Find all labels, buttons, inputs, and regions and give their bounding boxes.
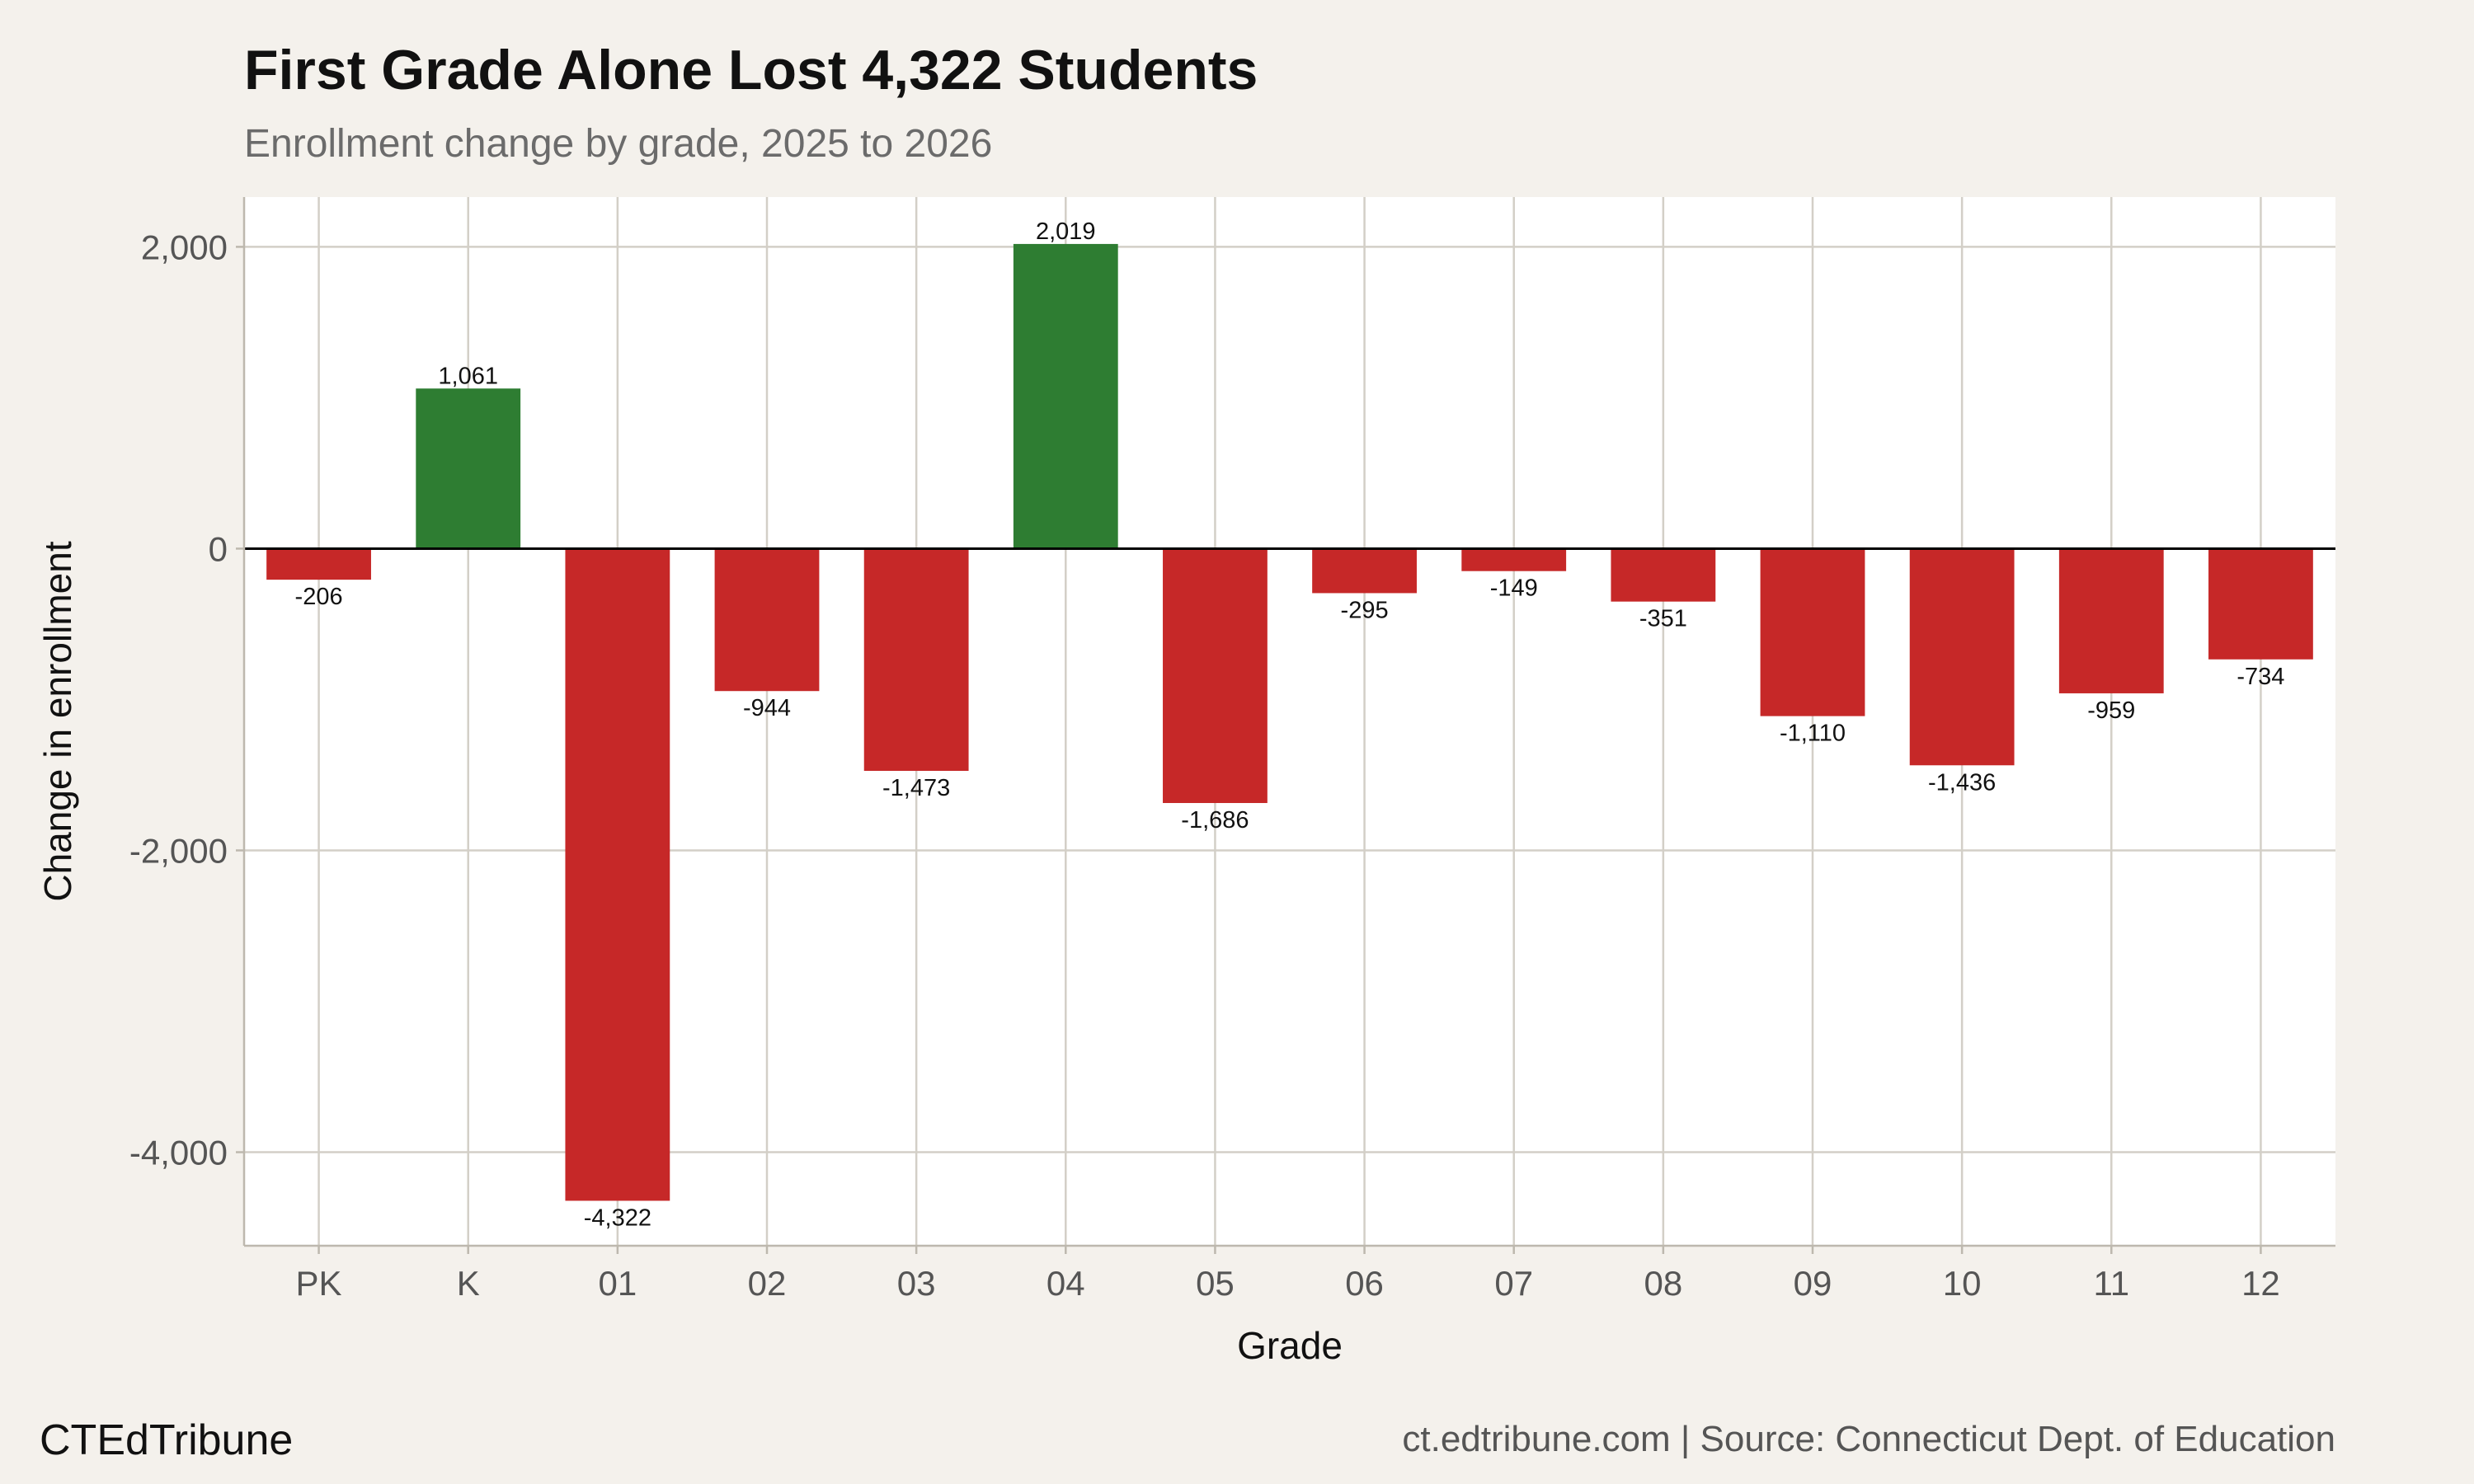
x-tick-label: 05 xyxy=(1196,1264,1235,1303)
y-tick-label: -2,000 xyxy=(129,831,228,870)
x-tick-label: 09 xyxy=(1794,1264,1832,1303)
data-label: -1,436 xyxy=(1928,769,1996,796)
brand-name: CTEdTribune xyxy=(40,1416,293,1464)
x-tick-label: K xyxy=(457,1264,480,1303)
x-tick-label: PK xyxy=(296,1264,342,1303)
bar-04 xyxy=(1013,243,1118,549)
x-axis-title: Grade xyxy=(1237,1324,1343,1367)
y-tick-label: 0 xyxy=(209,529,228,568)
bar-11 xyxy=(2058,548,2164,693)
y-tick-label: 2,000 xyxy=(141,228,228,266)
data-label: -1,686 xyxy=(1181,807,1249,834)
x-tick-label: 04 xyxy=(1047,1264,1085,1303)
x-tick-label: 06 xyxy=(1345,1264,1384,1303)
data-label: -149 xyxy=(1490,575,1538,602)
x-tick-label: 08 xyxy=(1644,1264,1682,1303)
chart-title: First Grade Alone Lost 4,322 Students xyxy=(244,39,1258,101)
y-axis-title: Change in enrollment xyxy=(36,541,79,901)
x-tick-label: 12 xyxy=(2241,1264,2280,1303)
data-label: -944 xyxy=(743,695,791,721)
x-tick-label: 10 xyxy=(1943,1264,1982,1303)
bar-01 xyxy=(565,548,670,1201)
bar-05 xyxy=(1163,548,1268,804)
data-label: -1,110 xyxy=(1780,721,1846,747)
data-label: -4,322 xyxy=(584,1205,651,1231)
x-tick-label: 11 xyxy=(2093,1264,2129,1303)
y-tick-label: -4,000 xyxy=(129,1134,228,1172)
data-label: -1,473 xyxy=(882,775,950,801)
bar-02 xyxy=(714,548,820,692)
bar-K xyxy=(416,388,521,549)
bar-10 xyxy=(1909,548,2015,766)
x-tick-label: 01 xyxy=(598,1264,637,1303)
data-label: -295 xyxy=(1341,597,1389,623)
data-label: 2,019 xyxy=(1036,218,1096,245)
bar-09 xyxy=(1760,548,1865,716)
data-label: -734 xyxy=(2236,664,2284,690)
bar-03 xyxy=(863,548,969,772)
data-label: -959 xyxy=(2087,697,2135,724)
source-note: ct.edtribune.com | Source: Connecticut D… xyxy=(1402,1419,2335,1459)
axes: 2,000 0 -2,000 -4,000 PK K 01 02 03 04 05 06 07 08 09 1… xyxy=(129,197,2335,1303)
x-tick-label: 03 xyxy=(897,1264,936,1303)
data-label: -351 xyxy=(1639,606,1687,632)
bars: -206 1,061 -4,322 -944 -1,473 2,019 -1,686 -295… xyxy=(266,218,2313,1231)
bar-06 xyxy=(1312,548,1417,594)
bar-07 xyxy=(1461,548,1567,571)
bar-12 xyxy=(2208,548,2313,660)
data-label: -206 xyxy=(295,584,343,610)
chart-subtitle: Enrollment change by grade, 2025 to 2026 xyxy=(244,122,992,166)
x-tick-label: 07 xyxy=(1494,1264,1533,1303)
bar-PK xyxy=(266,548,371,580)
data-label: 1,061 xyxy=(438,363,498,389)
x-tick-label: 02 xyxy=(748,1264,787,1303)
plot-panel xyxy=(244,197,2335,1246)
bar-08 xyxy=(1611,548,1716,602)
